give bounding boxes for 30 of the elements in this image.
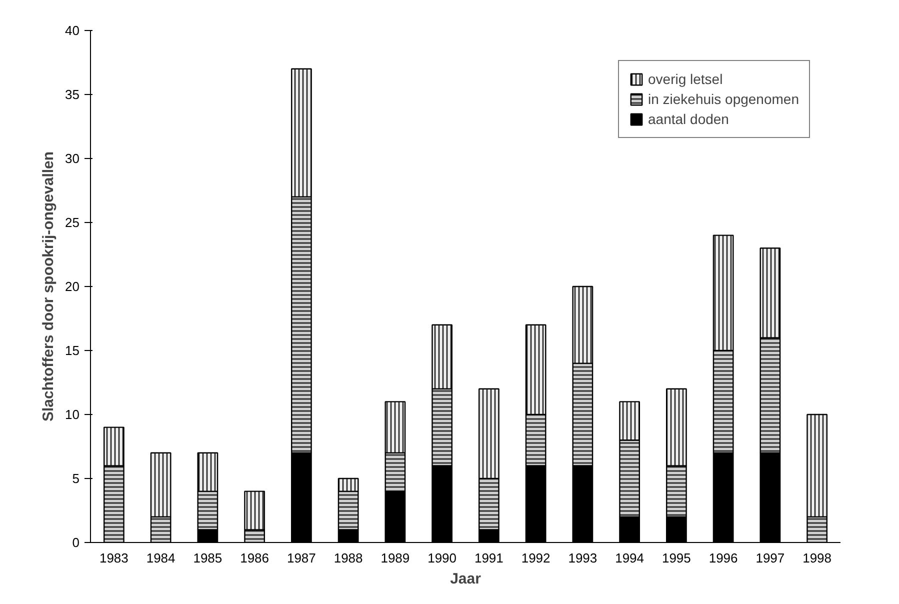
x-tick-label: 1984 bbox=[146, 550, 176, 566]
x-tick-label: 1995 bbox=[662, 550, 691, 566]
x-tick-label: 1989 bbox=[380, 550, 410, 566]
x-tick-label: 1994 bbox=[615, 550, 644, 566]
x-axis-title: Jaar bbox=[450, 570, 482, 588]
y-tick-label: 25 bbox=[65, 215, 80, 230]
x-tick-label: 1990 bbox=[428, 550, 457, 566]
x-tick-label: 1997 bbox=[756, 550, 785, 566]
x-tick-label: 1985 bbox=[193, 550, 222, 566]
y-tick-label: 20 bbox=[65, 279, 80, 294]
x-tick-label: 1993 bbox=[568, 550, 598, 566]
x-tick-label: 1996 bbox=[708, 550, 738, 566]
x-tick-label: 1992 bbox=[521, 550, 550, 566]
y-axis-title: Slachtoffers door spookrij-ongevallen bbox=[40, 151, 58, 422]
y-tick-label: 10 bbox=[65, 407, 80, 422]
y-tick-label: 0 bbox=[72, 535, 80, 550]
x-tick-label: 1983 bbox=[99, 550, 128, 566]
y-tick-label: 5 bbox=[72, 471, 80, 486]
legend-label: overig letsel bbox=[648, 71, 723, 87]
x-tick-label: 1987 bbox=[286, 550, 316, 566]
x-tick-label: 1986 bbox=[240, 550, 270, 566]
x-tick-label: 1998 bbox=[802, 550, 832, 566]
y-tick-label: 30 bbox=[65, 151, 80, 166]
x-tick-label: 1988 bbox=[334, 550, 363, 566]
legend-label: in ziekehuis opgenomen bbox=[648, 91, 799, 107]
y-tick-label: 40 bbox=[65, 23, 80, 38]
x-tick-label: 1991 bbox=[474, 550, 504, 566]
legend-label: aantal doden bbox=[648, 111, 729, 127]
y-tick-label: 15 bbox=[65, 343, 80, 358]
y-tick-label: 35 bbox=[65, 87, 80, 102]
